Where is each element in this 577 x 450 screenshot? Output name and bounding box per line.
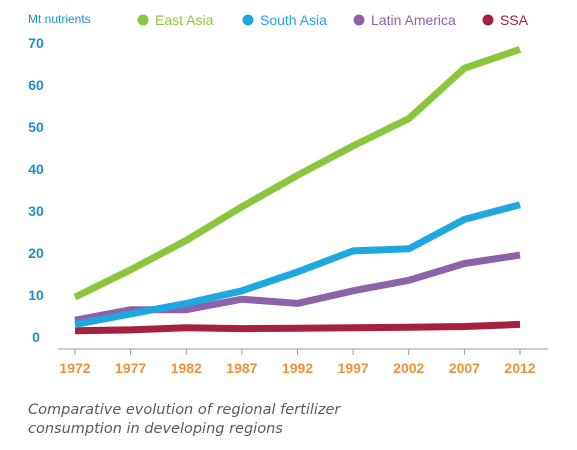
- series-line-ssa: [74, 320, 521, 335]
- x-tick-label: 1987: [226, 360, 257, 376]
- legend-marker: [242, 14, 254, 26]
- x-tick-label: 1997: [338, 360, 369, 376]
- y-tick-label: 50: [28, 119, 44, 135]
- y-axis-label: Mt nutrients: [28, 12, 91, 26]
- x-tick-label: 1992: [282, 360, 313, 376]
- y-tick-label: 30: [28, 203, 44, 219]
- y-tick-label: 20: [28, 245, 44, 261]
- series-line-east-asia: [73, 45, 522, 301]
- x-tick-label: 1972: [59, 360, 90, 376]
- y-tick-label: 0: [32, 329, 40, 345]
- x-tick-label: 2007: [449, 360, 480, 376]
- x-tick-label: 1982: [171, 360, 202, 376]
- legend-label: East Asia: [155, 12, 214, 28]
- legend-marker: [353, 14, 365, 26]
- x-tick-label: 2002: [393, 360, 424, 376]
- legend-label: Latin America: [371, 12, 456, 28]
- legend-label: South Asia: [260, 12, 327, 28]
- caption-line-1: Comparative evolution of regional fertil…: [28, 402, 341, 418]
- line-chart: Mt nutrients 0 10 20 30 40 50 60 70 1972 1977 1982 1…: [28, 12, 548, 376]
- legend-marker: [137, 14, 149, 26]
- y-tick-label: 60: [28, 77, 44, 93]
- caption-line-2: consumption in developing regions: [28, 421, 283, 437]
- y-tick-label: 40: [28, 161, 44, 177]
- y-tick-label: 70: [28, 35, 44, 51]
- x-tick-label: 1977: [115, 360, 146, 376]
- y-tick-label: 10: [28, 287, 44, 303]
- legend-label: SSA: [500, 12, 529, 28]
- chart-caption: Comparative evolution of regional fertil…: [28, 401, 448, 439]
- series-line-south-asia: [74, 201, 521, 328]
- legend-marker: [482, 14, 494, 26]
- x-tick-label: 2012: [504, 360, 535, 376]
